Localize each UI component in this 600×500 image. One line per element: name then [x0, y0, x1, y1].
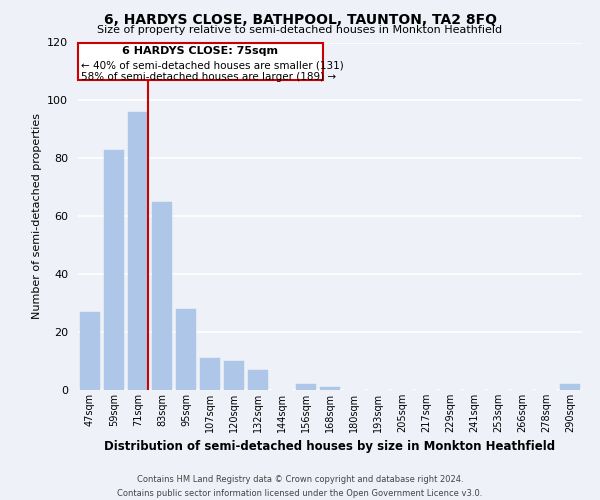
- Text: Contains HM Land Registry data © Crown copyright and database right 2024.
Contai: Contains HM Land Registry data © Crown c…: [118, 476, 482, 498]
- Text: 58% of semi-detached houses are larger (189) →: 58% of semi-detached houses are larger (…: [80, 72, 335, 82]
- Bar: [248, 370, 268, 390]
- Bar: [200, 358, 220, 390]
- Bar: [104, 150, 124, 390]
- Bar: [296, 384, 316, 390]
- FancyBboxPatch shape: [78, 42, 323, 80]
- Text: Size of property relative to semi-detached houses in Monkton Heathfield: Size of property relative to semi-detach…: [97, 25, 503, 35]
- Bar: [128, 112, 148, 390]
- Bar: [80, 312, 100, 390]
- Y-axis label: Number of semi-detached properties: Number of semi-detached properties: [32, 114, 41, 320]
- Bar: [560, 384, 580, 390]
- Bar: [224, 361, 244, 390]
- Text: 6 HARDYS CLOSE: 75sqm: 6 HARDYS CLOSE: 75sqm: [122, 46, 278, 56]
- Bar: [152, 202, 172, 390]
- Bar: [176, 309, 196, 390]
- Bar: [320, 387, 340, 390]
- X-axis label: Distribution of semi-detached houses by size in Monkton Heathfield: Distribution of semi-detached houses by …: [104, 440, 556, 454]
- Text: ← 40% of semi-detached houses are smaller (131): ← 40% of semi-detached houses are smalle…: [80, 60, 343, 70]
- Text: 6, HARDYS CLOSE, BATHPOOL, TAUNTON, TA2 8FQ: 6, HARDYS CLOSE, BATHPOOL, TAUNTON, TA2 …: [104, 12, 497, 26]
